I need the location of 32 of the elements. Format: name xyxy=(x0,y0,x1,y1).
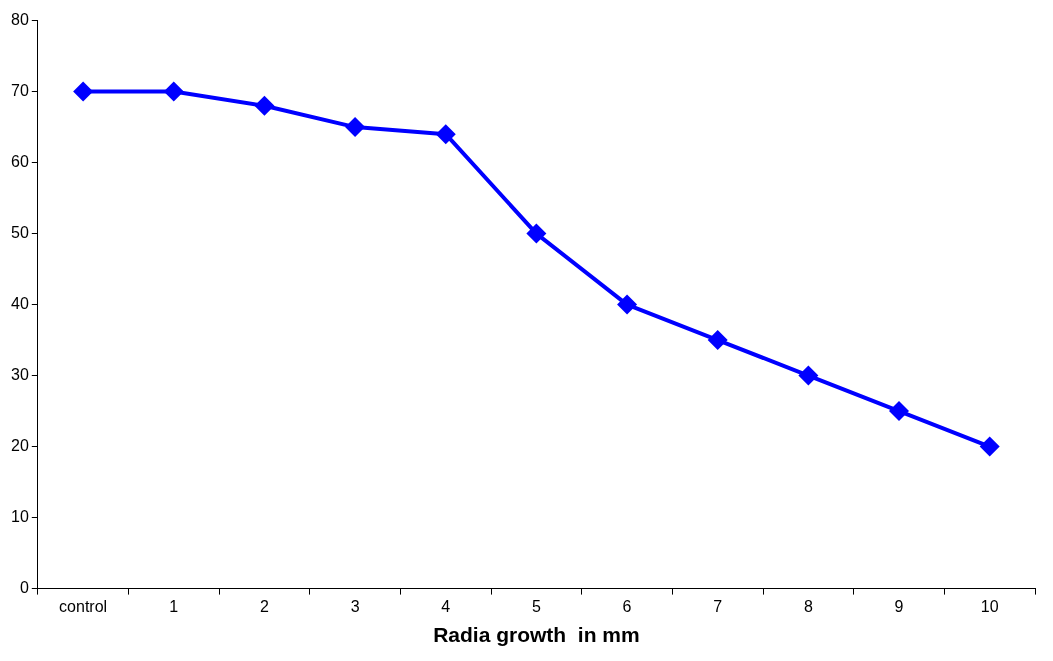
x-tick-label: 7 xyxy=(713,597,723,615)
x-tick-label: 8 xyxy=(803,597,813,615)
point xyxy=(889,401,910,422)
x-tick-label: 2 xyxy=(259,597,269,615)
point xyxy=(798,365,819,386)
point xyxy=(435,124,456,145)
point xyxy=(707,330,728,351)
y-tick-label: 70 xyxy=(11,82,29,100)
point xyxy=(73,81,94,102)
x-tick-label: 3 xyxy=(350,597,360,615)
point xyxy=(163,81,184,102)
y-tick-label: 10 xyxy=(11,508,29,526)
y-tick-label: 60 xyxy=(11,153,29,171)
y-tick-label: 30 xyxy=(11,366,29,384)
x-axis-title: Radia growth in mm xyxy=(433,623,640,647)
y-tick-label: 20 xyxy=(11,437,29,455)
y-tick-label: 80 xyxy=(11,11,29,29)
x-tick-label: 10 xyxy=(980,597,999,615)
x-tick-label: 4 xyxy=(441,597,451,615)
x-tick-label: 1 xyxy=(169,597,179,615)
x-tick-label: 9 xyxy=(894,597,904,615)
y-tick-label: 50 xyxy=(11,224,29,242)
y-tick-label: 40 xyxy=(11,295,29,313)
x-tick-label: control xyxy=(59,597,108,615)
x-tick-label: 5 xyxy=(531,597,541,615)
point xyxy=(979,436,1000,457)
point xyxy=(345,117,366,138)
point xyxy=(617,294,638,315)
y-tick-label: 0 xyxy=(19,579,29,597)
point xyxy=(526,223,547,244)
point xyxy=(254,95,275,116)
x-tick-label: 6 xyxy=(622,597,632,615)
